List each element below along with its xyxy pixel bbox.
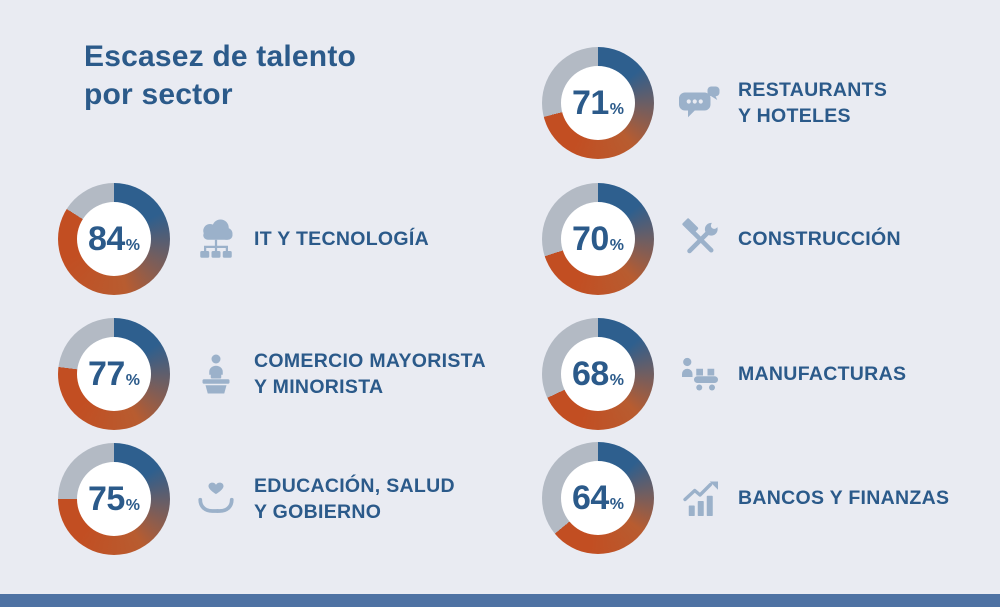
page-title: Escasez de talento por sector: [84, 40, 357, 111]
footer-bar: [0, 594, 1000, 607]
sector-row-restaurants: 71% RESTAURANTS Y HOTELES: [542, 47, 887, 159]
percent-value: 71: [571, 83, 609, 122]
sector-row-manufacturas: 68% MANUFACTURAS: [542, 318, 906, 430]
percent-sign: %: [609, 372, 625, 389]
donut-chart-construccion: 70%: [542, 183, 654, 295]
donut-chart-bancos: 64%: [542, 442, 654, 554]
percent-value: 75: [87, 479, 125, 518]
percent-sign: %: [609, 496, 625, 513]
caring-hands-icon: [192, 475, 240, 523]
sector-row-it: 84% IT Y TECNOLOGÍA: [58, 183, 429, 295]
chat-bubbles-icon: [676, 79, 724, 127]
sector-label-restaurants: RESTAURANTS Y HOTELES: [738, 78, 888, 127]
sector-row-educacion: 75% EDUCACIÓN, SALUD Y GOBIERNO: [58, 443, 455, 555]
donut-hole: 84%: [77, 202, 151, 276]
donut-hole: 70%: [561, 202, 635, 276]
donut-hole: 68%: [561, 337, 635, 411]
percent-value: 68: [571, 354, 609, 393]
percent-value: 64: [571, 478, 609, 517]
donut-hole: 75%: [77, 462, 151, 536]
sector-row-bancos: 64% BANCOS Y FINANZAS: [542, 442, 949, 554]
worker-conveyor-icon: [676, 350, 724, 398]
donut-hole: 71%: [561, 66, 635, 140]
donut-hole: 64%: [561, 461, 635, 535]
percent-value: 77: [87, 354, 125, 393]
donut-chart-manufacturas: 68%: [542, 318, 654, 430]
sector-label-manufacturas: MANUFACTURAS: [738, 362, 907, 385]
sector-row-comercio: 77% COMERCIO MAYORISTA Y MINORISTA: [58, 318, 486, 430]
sector-label-comercio: COMERCIO MAYORISTA Y MINORISTA: [254, 349, 486, 398]
sector-label-bancos: BANCOS Y FINANZAS: [738, 486, 950, 509]
merchant-icon: [192, 350, 240, 398]
percent-sign: %: [609, 237, 625, 254]
percent-value: 84: [87, 219, 125, 258]
percent-sign: %: [125, 237, 141, 254]
donut-chart-it: 84%: [58, 183, 170, 295]
donut-chart-educacion: 75%: [58, 443, 170, 555]
sector-label-it: IT Y TECNOLOGÍA: [254, 227, 429, 250]
donut-hole: 77%: [77, 337, 151, 411]
percent-sign: %: [125, 497, 141, 514]
percent-sign: %: [609, 101, 625, 118]
cloud-network-icon: [192, 215, 240, 263]
sector-label-construccion: CONSTRUCCIÓN: [738, 227, 901, 250]
percent-sign: %: [125, 372, 141, 389]
sector-label-educacion: EDUCACIÓN, SALUD Y GOBIERNO: [254, 474, 455, 523]
percent-value: 70: [571, 219, 609, 258]
donut-chart-comercio: 77%: [58, 318, 170, 430]
growth-chart-icon: [676, 474, 724, 522]
tools-icon: [676, 215, 724, 263]
sector-row-construccion: 70% CONSTRUCCIÓN: [542, 183, 901, 295]
donut-chart-restaurants: 71%: [542, 47, 654, 159]
